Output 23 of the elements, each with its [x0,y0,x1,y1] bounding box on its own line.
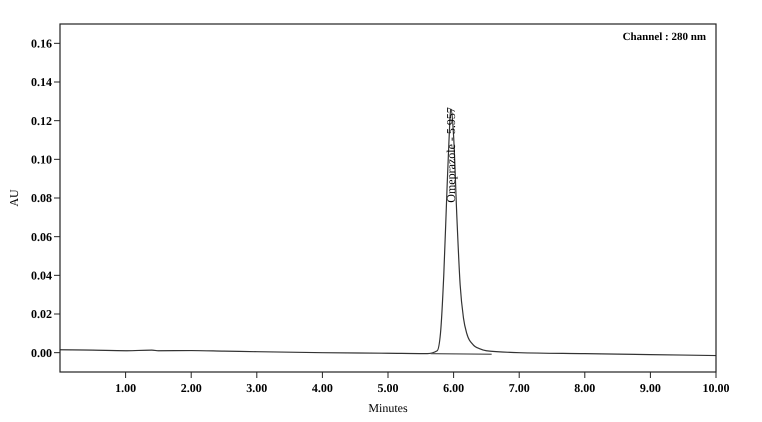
x-tick-label: 5.00 [378,381,398,395]
x-tick-label: 2.00 [180,381,202,395]
y-tick-label: 0.06 [31,230,52,244]
x-axis-title: Minutes [368,401,408,415]
y-tick-label: 0.08 [31,191,52,206]
x-tick-label: 4.00 [312,381,333,395]
y-axis-title: AU [7,189,21,207]
y-tick-label: 0.16 [31,36,52,51]
y-tick-label: 0.12 [31,114,52,128]
x-tick-label: 6.00 [443,381,464,395]
x-tick-label: 3.00 [246,381,268,395]
x-tick-label: 10.00 [702,381,730,395]
annotation: Channel : 280 nm [622,31,706,43]
y-tick-label: 0.00 [31,346,52,360]
x-tick-label: 9.00 [640,381,661,395]
y-tick-label: 0.04 [31,268,52,283]
x-tick-label: 8.00 [574,381,596,395]
x-tick-label: 1.00 [115,381,136,395]
annotation: Omeprazole - 5.957 [444,107,458,203]
x-tick-label: 7.00 [508,381,530,395]
y-tick-label: 0.02 [31,307,52,322]
y-tick-label: 0.10 [31,152,52,167]
y-tick-label: 0.14 [31,75,52,90]
